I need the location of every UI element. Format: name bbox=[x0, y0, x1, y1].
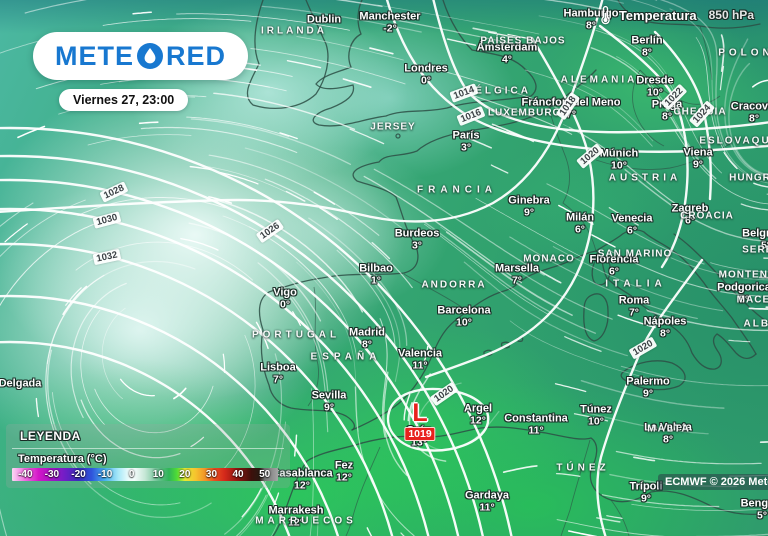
legend-title: LEYENDA bbox=[20, 429, 81, 443]
legend-tick: 10 bbox=[152, 469, 164, 480]
copyright-watermark: ECMWF © 2026 Meteored bbox=[658, 474, 768, 490]
pressure-level-label: 850 hPa bbox=[708, 8, 754, 22]
low-pressure-value: 1019 bbox=[404, 427, 436, 441]
legend-color-bar: -40 -30 -20 -10 0 10 20 30 40 50 bbox=[12, 468, 278, 481]
legend-tick: -20 bbox=[71, 469, 86, 480]
map-variable-label: Temperatura bbox=[618, 7, 697, 23]
logo-o-icon bbox=[137, 43, 164, 69]
thermometer-icon bbox=[601, 5, 610, 25]
logo-text-suffix: RED bbox=[166, 41, 227, 71]
meteored-logo[interactable]: METE RED bbox=[33, 32, 249, 80]
low-symbol: L bbox=[412, 399, 428, 427]
logo-text-prefix: METE bbox=[55, 41, 135, 71]
legend-tick: -40 bbox=[18, 469, 33, 480]
forecast-datetime: Viernes 27, 23:00 bbox=[59, 89, 189, 111]
legend-tick: 0 bbox=[128, 469, 135, 480]
legend-divider bbox=[12, 448, 284, 449]
legend-panel: LEYENDA Temperatura (°C) -40 -30 -20 -10 0 10… bbox=[6, 424, 290, 488]
legend-tick-labels: -40 -30 -20 -10 0 10 20 30 40 50 bbox=[12, 468, 278, 481]
legend-scale-title: Temperatura (°C) bbox=[18, 453, 107, 465]
low-pressure-marker: L 1019 bbox=[404, 399, 436, 442]
legend-tick: 30 bbox=[205, 469, 218, 480]
map-title: Temperatura 850 hPa bbox=[600, 5, 754, 25]
legend-tick: 20 bbox=[179, 469, 191, 480]
legend-tick: -10 bbox=[97, 469, 113, 480]
legend-tick: 50 bbox=[259, 469, 271, 480]
legend-tick: 40 bbox=[232, 469, 244, 480]
legend-tick: -30 bbox=[44, 469, 60, 480]
